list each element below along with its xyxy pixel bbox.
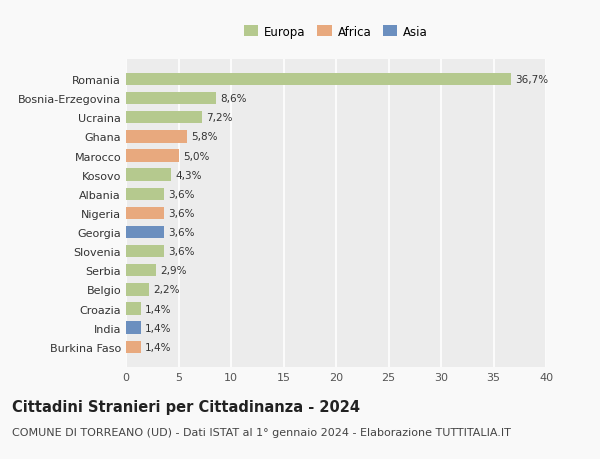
Bar	[126, 93, 217, 105]
Text: 3,6%: 3,6%	[168, 228, 194, 237]
Bar	[126, 188, 164, 201]
Bar	[126, 246, 164, 258]
Bar	[126, 322, 140, 334]
Bar	[126, 302, 140, 315]
Text: 7,2%: 7,2%	[206, 113, 232, 123]
Bar	[126, 207, 164, 220]
Text: 3,6%: 3,6%	[168, 246, 194, 257]
Bar	[126, 150, 179, 162]
Text: 2,9%: 2,9%	[161, 266, 187, 276]
Bar	[126, 264, 157, 277]
Bar	[126, 226, 164, 239]
Text: 5,8%: 5,8%	[191, 132, 218, 142]
Bar	[126, 131, 187, 143]
Text: 8,6%: 8,6%	[221, 94, 247, 104]
Text: 1,4%: 1,4%	[145, 342, 172, 352]
Bar	[126, 112, 202, 124]
Text: Cittadini Stranieri per Cittadinanza - 2024: Cittadini Stranieri per Cittadinanza - 2…	[12, 399, 360, 414]
Text: 1,4%: 1,4%	[145, 323, 172, 333]
Bar	[126, 73, 511, 86]
Text: 5,0%: 5,0%	[182, 151, 209, 161]
Text: 2,2%: 2,2%	[154, 285, 180, 295]
Bar	[126, 169, 171, 181]
Text: COMUNE DI TORREANO (UD) - Dati ISTAT al 1° gennaio 2024 - Elaborazione TUTTITALI: COMUNE DI TORREANO (UD) - Dati ISTAT al …	[12, 427, 511, 437]
Text: 1,4%: 1,4%	[145, 304, 172, 314]
Legend: Europa, Africa, Asia: Europa, Africa, Asia	[244, 26, 428, 39]
Text: 4,3%: 4,3%	[175, 170, 202, 180]
Bar	[126, 341, 140, 353]
Text: 3,6%: 3,6%	[168, 208, 194, 218]
Text: 36,7%: 36,7%	[515, 75, 548, 85]
Text: 3,6%: 3,6%	[168, 190, 194, 199]
Bar	[126, 284, 149, 296]
